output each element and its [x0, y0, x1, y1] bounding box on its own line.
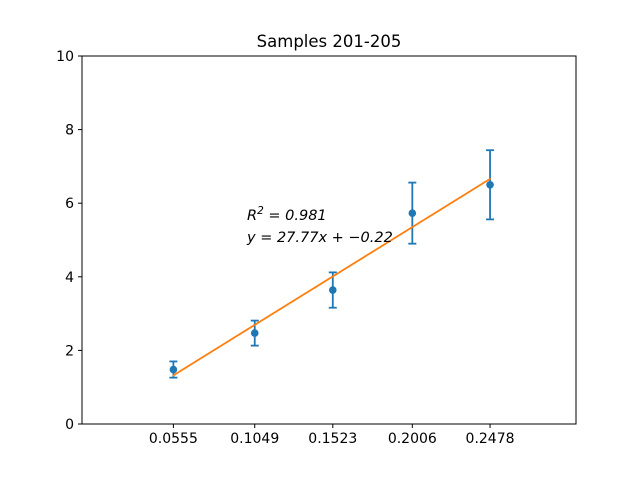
fit-equation-annotation: y = 27.77x + −0.22 — [246, 230, 393, 246]
data-point — [486, 181, 494, 189]
error-bars — [169, 149, 495, 379]
chart-title: Samples 201-205 — [257, 32, 402, 51]
data-point — [169, 365, 178, 374]
r-squared-annotation: R2 = 0.981 — [247, 205, 327, 224]
y-tick-label: 2 — [65, 343, 74, 359]
r-squared-value: = 0.981 — [264, 208, 327, 224]
x-tick-label: 0.2006 — [388, 431, 437, 447]
fit-line-segment — [172, 177, 491, 377]
y-tick-label: 6 — [65, 196, 74, 212]
x-tick-label: 0.0555 — [149, 431, 198, 447]
y-tick-label: 0 — [65, 417, 74, 433]
r-squared-superscript: 2 — [257, 205, 264, 217]
x-tick-label: 0.1049 — [230, 431, 279, 447]
y-tick-label: 10 — [56, 49, 74, 65]
plot-area — [81, 55, 577, 425]
axis-ticks: 0.0555 0.1049 0.1523 0.2006 0.2478 0 2 4 6 8 10 — [56, 49, 514, 447]
data-points — [169, 181, 494, 374]
y-tick-label: 4 — [65, 270, 74, 286]
y-tick-label: 8 — [65, 123, 74, 139]
x-tick-label: 0.1523 — [308, 431, 357, 447]
data-point — [408, 209, 417, 217]
data-point — [250, 329, 259, 337]
r-squared-base: R — [247, 208, 257, 224]
fit-line — [172, 177, 491, 377]
data-point — [328, 286, 337, 294]
x-tick-label: 0.2478 — [466, 431, 515, 447]
